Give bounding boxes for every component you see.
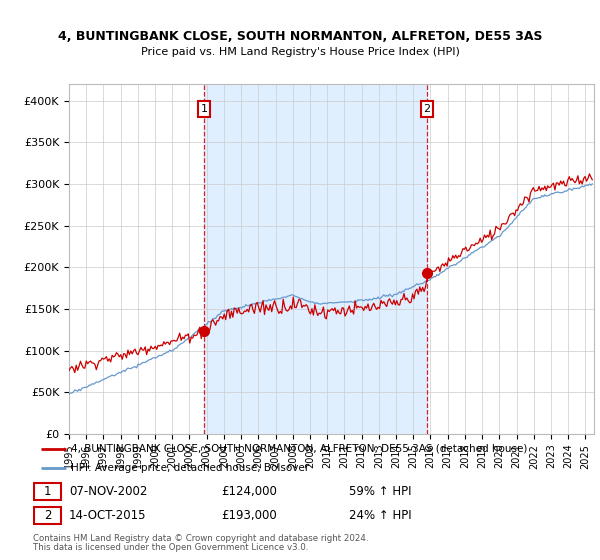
Text: 1: 1 bbox=[200, 104, 208, 114]
Text: £193,000: £193,000 bbox=[222, 509, 277, 522]
Text: £124,000: £124,000 bbox=[222, 486, 278, 498]
Text: 4, BUNTINGBANK CLOSE, SOUTH NORMANTON, ALFRETON, DE55 3AS (detached house): 4, BUNTINGBANK CLOSE, SOUTH NORMANTON, A… bbox=[71, 444, 527, 454]
Text: 24% ↑ HPI: 24% ↑ HPI bbox=[349, 509, 412, 522]
Text: 14-OCT-2015: 14-OCT-2015 bbox=[69, 509, 146, 522]
Text: 4, BUNTINGBANK CLOSE, SOUTH NORMANTON, ALFRETON, DE55 3AS: 4, BUNTINGBANK CLOSE, SOUTH NORMANTON, A… bbox=[58, 30, 542, 43]
Text: 07-NOV-2002: 07-NOV-2002 bbox=[69, 486, 148, 498]
Text: 1: 1 bbox=[44, 486, 51, 498]
Text: 59% ↑ HPI: 59% ↑ HPI bbox=[349, 486, 412, 498]
Text: Price paid vs. HM Land Registry's House Price Index (HPI): Price paid vs. HM Land Registry's House … bbox=[140, 47, 460, 57]
Text: Contains HM Land Registry data © Crown copyright and database right 2024.: Contains HM Land Registry data © Crown c… bbox=[33, 534, 368, 543]
Text: This data is licensed under the Open Government Licence v3.0.: This data is licensed under the Open Gov… bbox=[33, 543, 308, 552]
FancyBboxPatch shape bbox=[34, 507, 61, 524]
Text: 2: 2 bbox=[44, 509, 51, 522]
FancyBboxPatch shape bbox=[34, 483, 61, 500]
Bar bbox=[204, 84, 427, 434]
Text: HPI: Average price, detached house, Bolsover: HPI: Average price, detached house, Bols… bbox=[71, 463, 309, 473]
Text: 2: 2 bbox=[423, 104, 430, 114]
